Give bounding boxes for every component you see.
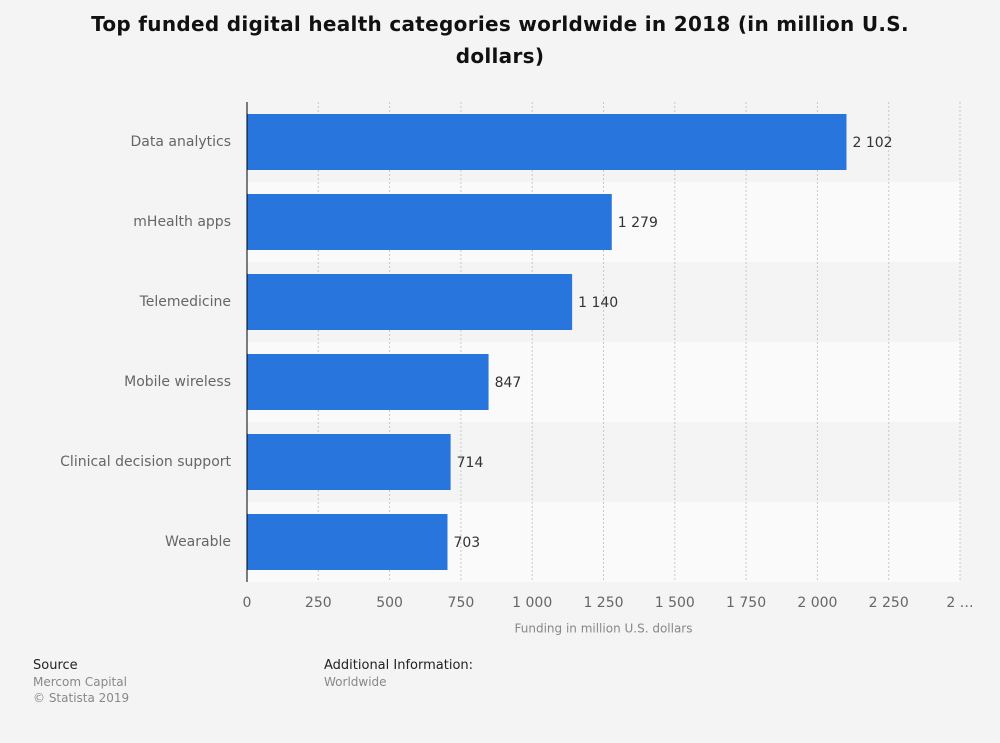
info: Worldwide [324, 675, 387, 689]
y-tick-label: Wearable [165, 534, 231, 550]
x-tick-label: 1 000 [512, 595, 552, 611]
x-tick-label: 1 750 [726, 595, 766, 611]
x-tick-label: 1 500 [655, 595, 695, 611]
value-label: 847 [495, 375, 522, 391]
chart: 0 250 500 750 1 000 1 250 1 500 1 750 2 000 2 250… [60, 102, 974, 636]
y-tick-label: Telemedicine [139, 294, 231, 310]
source-block: Source Mercom Capital © Statista 2019 [33, 658, 129, 706]
chart-title: Top funded digital health categories wor… [91, 12, 909, 68]
copyright: © Statista 2019 [33, 691, 130, 705]
y-tick-label: mHealth apps [133, 214, 231, 230]
x-axis-label: Funding in million U.S. dollars [515, 622, 693, 636]
source: Mercom Capital [33, 675, 127, 689]
bar [247, 274, 573, 330]
value-label: 703 [453, 535, 480, 551]
y-tick-label: Clinical decision support [60, 454, 231, 470]
bar [247, 194, 612, 250]
value-label: 1 279 [618, 215, 658, 231]
bar [247, 354, 489, 410]
x-tick-label: 2 250 [869, 595, 909, 611]
x-tick-label: 500 [376, 595, 403, 611]
info-label: Additional Information: [324, 658, 474, 673]
y-tick-label: Mobile wireless [124, 374, 231, 390]
y-tick-label: Data analytics [131, 134, 231, 150]
value-label: 2 102 [852, 135, 892, 151]
bar [247, 434, 451, 490]
x-tick-label: 0 [243, 595, 252, 611]
bar [247, 514, 448, 570]
x-tick-label: 2 … [946, 595, 973, 611]
x-tick-label: 2 000 [797, 595, 837, 611]
x-tick-label: 250 [305, 595, 332, 611]
value-label: 714 [457, 455, 484, 471]
value-label: 1 140 [578, 295, 618, 311]
source-label: Source [33, 658, 78, 673]
x-tick-label: 750 [448, 595, 475, 611]
info-block: Additional Information: Worldwide [324, 658, 473, 690]
bar [247, 114, 847, 170]
x-tick-label: 1 250 [583, 595, 623, 611]
